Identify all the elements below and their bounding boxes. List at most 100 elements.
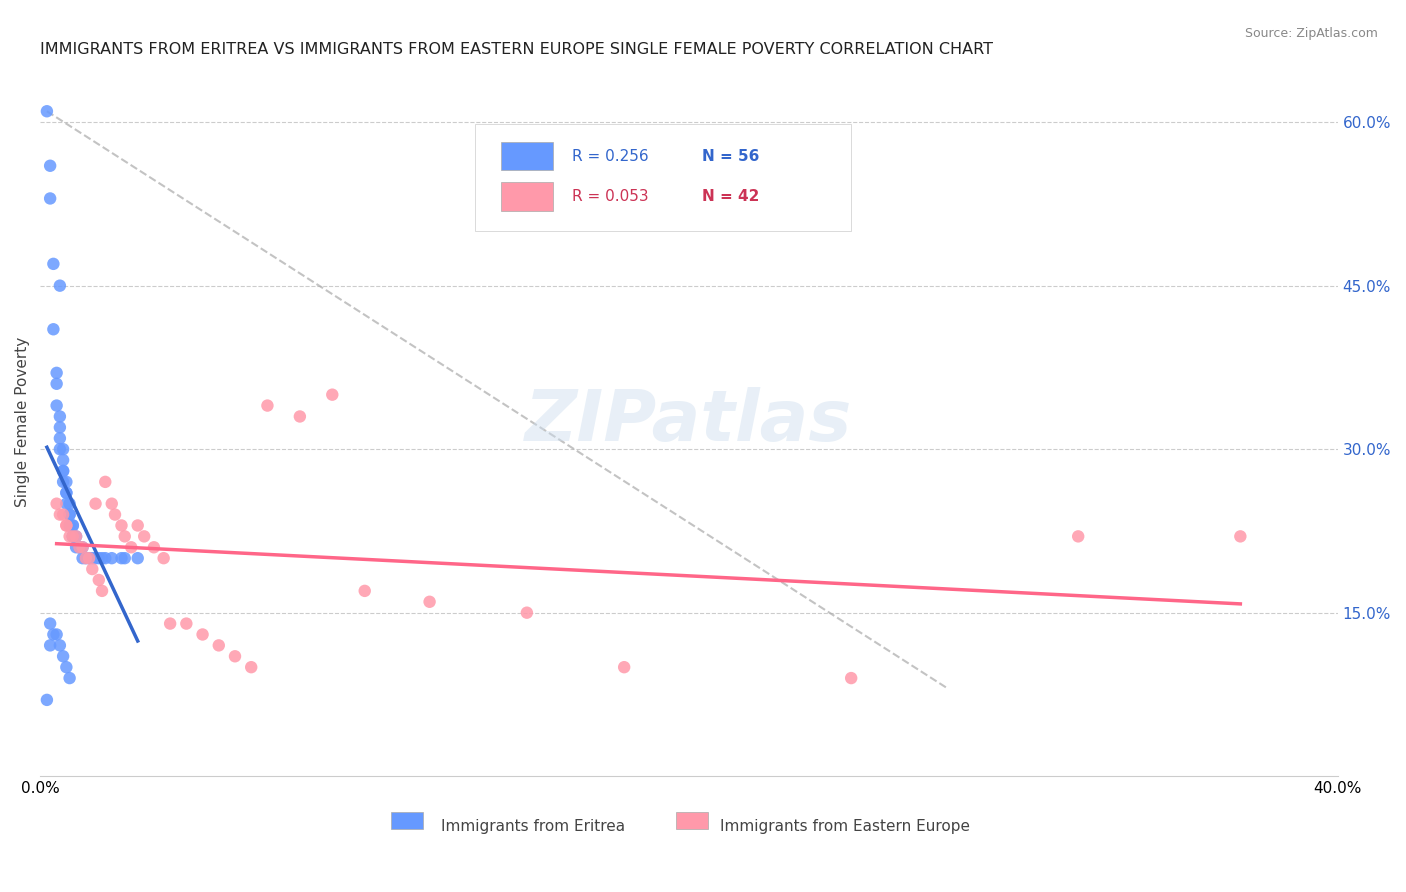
Point: [42, 627, 65, 641]
Point: [45, 497, 67, 511]
Point: [94, 551, 117, 566]
Bar: [676, 812, 709, 830]
Point: [91, 583, 114, 598]
Point: [49, 409, 72, 424]
Point: [55, 485, 77, 500]
Text: N = 56: N = 56: [702, 149, 759, 164]
Point: [55, 660, 77, 674]
Point: [59, 497, 82, 511]
Point: [55, 497, 77, 511]
Point: [67, 541, 90, 555]
Point: [208, 639, 231, 653]
Point: [39, 639, 62, 653]
Point: [62, 529, 84, 543]
Point: [82, 562, 104, 576]
Point: [35, 104, 58, 119]
Point: [52, 649, 75, 664]
Point: [67, 541, 90, 555]
Point: [142, 541, 165, 555]
Point: [839, 671, 862, 685]
Point: [176, 616, 198, 631]
Point: [55, 518, 77, 533]
Point: [1067, 529, 1090, 543]
Y-axis label: Single Female Poverty: Single Female Poverty: [15, 337, 30, 507]
Point: [49, 508, 72, 522]
Point: [127, 551, 149, 566]
Point: [39, 159, 62, 173]
Point: [67, 541, 90, 555]
Point: [39, 616, 62, 631]
Point: [59, 529, 82, 543]
Point: [52, 508, 75, 522]
Point: [59, 508, 82, 522]
Point: [52, 453, 75, 467]
Point: [59, 508, 82, 522]
Text: R = 0.256: R = 0.256: [572, 149, 650, 164]
Point: [613, 660, 636, 674]
Point: [62, 529, 84, 543]
Point: [55, 518, 77, 533]
Point: [42, 257, 65, 271]
Point: [45, 627, 67, 641]
Point: [159, 616, 181, 631]
Point: [42, 322, 65, 336]
Point: [82, 551, 104, 566]
Text: Source: ZipAtlas.com: Source: ZipAtlas.com: [1244, 27, 1378, 40]
Point: [84, 551, 107, 566]
Point: [127, 518, 149, 533]
Point: [75, 551, 97, 566]
Point: [94, 475, 117, 489]
Point: [72, 551, 94, 566]
Point: [45, 366, 67, 380]
Point: [65, 541, 87, 555]
Point: [120, 541, 142, 555]
Point: [114, 551, 136, 566]
Point: [91, 551, 114, 566]
Point: [191, 627, 214, 641]
Point: [516, 606, 538, 620]
Point: [321, 387, 343, 401]
FancyBboxPatch shape: [475, 124, 851, 231]
Point: [49, 639, 72, 653]
Point: [65, 529, 87, 543]
Point: [87, 573, 110, 587]
Point: [62, 518, 84, 533]
Point: [49, 442, 72, 457]
Point: [49, 431, 72, 445]
Point: [52, 464, 75, 478]
Point: [59, 518, 82, 533]
Text: IMMIGRANTS FROM ERITREA VS IMMIGRANTS FROM EASTERN EUROPE SINGLE FEMALE POVERTY : IMMIGRANTS FROM ERITREA VS IMMIGRANTS FR…: [41, 42, 994, 57]
Point: [45, 376, 67, 391]
Point: [256, 399, 278, 413]
Point: [152, 551, 174, 566]
Point: [62, 529, 84, 543]
Point: [134, 529, 156, 543]
Point: [72, 541, 94, 555]
Text: R = 0.053: R = 0.053: [572, 189, 650, 204]
Point: [65, 529, 87, 543]
Point: [55, 485, 77, 500]
Text: N = 42: N = 42: [702, 189, 759, 204]
Point: [45, 399, 67, 413]
Point: [110, 551, 132, 566]
Point: [52, 464, 75, 478]
Text: Immigrants from Eritrea: Immigrants from Eritrea: [441, 819, 626, 834]
Bar: [501, 183, 553, 211]
Text: ZIPatlas: ZIPatlas: [526, 387, 852, 457]
Bar: [391, 812, 423, 830]
Point: [240, 660, 263, 674]
Point: [84, 497, 107, 511]
Point: [77, 551, 100, 566]
Text: Immigrants from Eastern Europe: Immigrants from Eastern Europe: [720, 819, 970, 834]
Point: [59, 671, 82, 685]
Point: [72, 541, 94, 555]
Point: [77, 551, 100, 566]
Point: [1229, 529, 1251, 543]
Point: [110, 518, 132, 533]
Point: [288, 409, 311, 424]
Point: [100, 551, 122, 566]
Point: [62, 518, 84, 533]
Point: [52, 475, 75, 489]
Point: [114, 529, 136, 543]
Point: [49, 420, 72, 434]
